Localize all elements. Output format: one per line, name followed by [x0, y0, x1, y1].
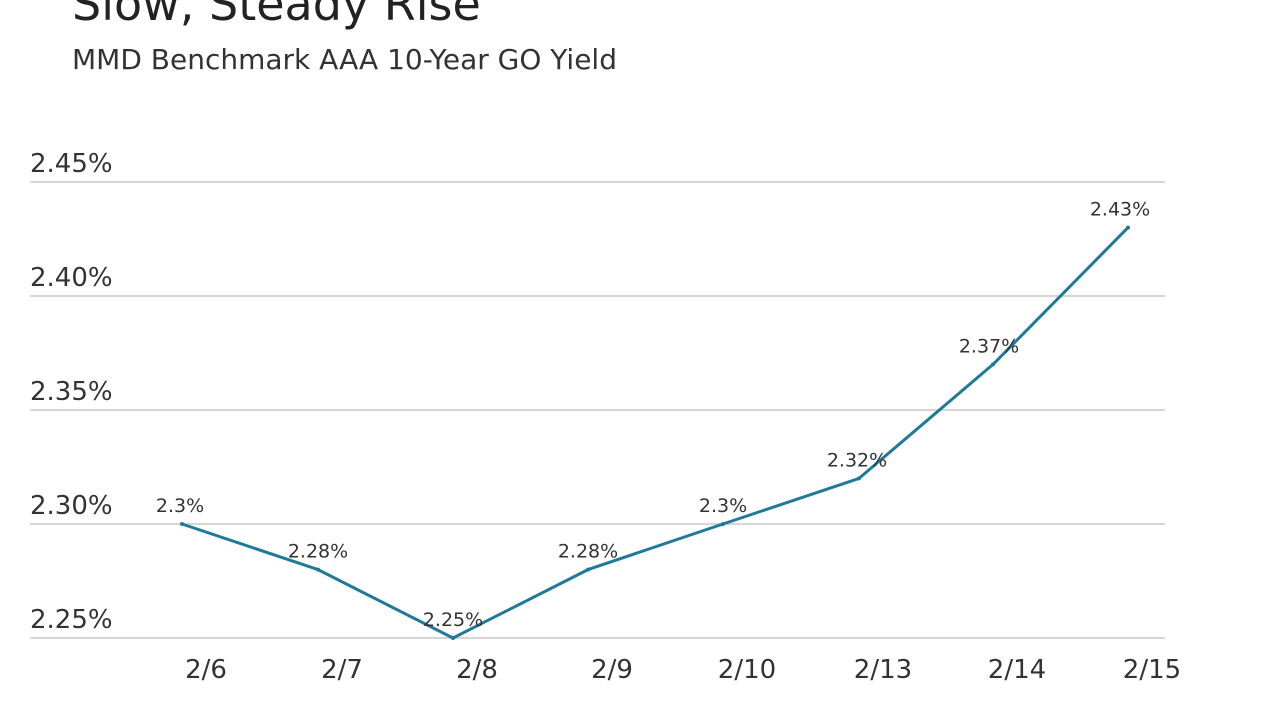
x-tick-label: 2/6 [185, 655, 227, 685]
chart-subtitle: MMD Benchmark AAA 10-Year GO Yield [72, 43, 617, 76]
data-label: 2.37% [959, 335, 1019, 357]
y-tick-label: 2.40% [30, 263, 113, 293]
x-tick-label: 2/9 [591, 655, 633, 685]
data-label: 2.28% [558, 541, 618, 563]
y-tick-label: 2.25% [30, 605, 113, 635]
y-tick-label: 2.35% [30, 377, 113, 407]
y-tick-label: 2.30% [30, 491, 113, 521]
data-label: 2.43% [1090, 199, 1150, 221]
series-line [181, 226, 1130, 640]
y-tick-label: 2.45% [30, 149, 113, 179]
data-label: 2.28% [288, 541, 348, 563]
chart-title: Slow, Steady Rise [72, 0, 481, 31]
data-label: 2.3% [699, 495, 747, 517]
x-tick-label: 2/8 [456, 655, 498, 685]
x-tick-label: 2/15 [1123, 655, 1181, 685]
data-label: 2.25% [423, 609, 483, 631]
data-label: 2.3% [156, 495, 204, 517]
data-label: 2.32% [827, 449, 887, 471]
x-tick-label: 2/14 [988, 655, 1046, 685]
data-point [451, 636, 455, 640]
x-tick-label: 2/10 [718, 655, 776, 685]
data-point [721, 522, 725, 526]
data-point [1126, 225, 1130, 230]
x-tick-label: 2/7 [321, 655, 363, 685]
data-point [316, 567, 320, 572]
x-tick-label: 2/13 [854, 655, 912, 685]
data-point [857, 476, 861, 481]
data-point [991, 362, 995, 367]
data-point [180, 522, 184, 526]
data-point [586, 567, 590, 572]
